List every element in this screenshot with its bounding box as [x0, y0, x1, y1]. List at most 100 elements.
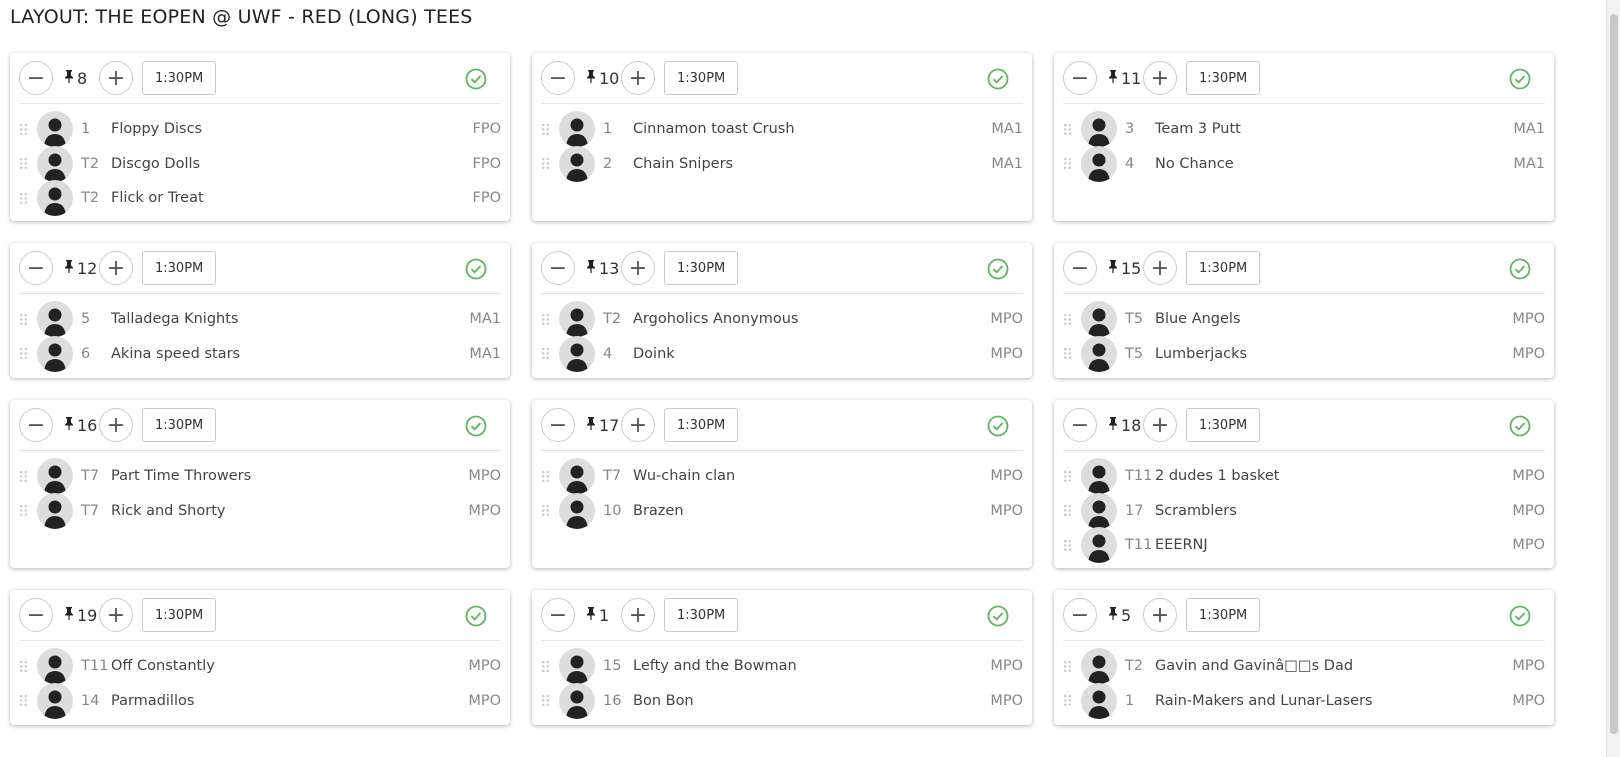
drag-handle-icon[interactable]: [541, 469, 550, 483]
decrement-hole-button[interactable]: −: [1063, 408, 1097, 442]
tee-time-button[interactable]: 1:30PM: [142, 408, 217, 442]
drag-handle-icon[interactable]: [541, 347, 550, 361]
player-row[interactable]: T11 2 dudes 1 basket MPO: [1063, 458, 1545, 495]
player-list: 1 Floppy Discs FPO T2 Discgo Dolls FPO T…: [19, 104, 501, 217]
player-row[interactable]: T7 Wu-chain clan MPO: [541, 458, 1023, 495]
drag-handle-icon[interactable]: [541, 504, 550, 518]
player-row[interactable]: T7 Rick and Shorty MPO: [19, 492, 501, 529]
decrement-hole-button[interactable]: −: [19, 61, 53, 95]
player-row[interactable]: T2 Gavin and Gavinâ□□s Dad MPO: [1063, 648, 1545, 685]
drag-handle-icon[interactable]: [19, 347, 28, 361]
player-row[interactable]: 5 Talladega Knights MA1: [19, 301, 501, 338]
tee-time-button[interactable]: 1:30PM: [142, 61, 217, 95]
player-row[interactable]: 1 Cinnamon toast Crush MA1: [541, 111, 1023, 148]
tee-time-button[interactable]: 1:30PM: [1186, 598, 1261, 632]
increment-hole-button[interactable]: +: [99, 251, 133, 285]
drag-handle-icon[interactable]: [1063, 347, 1072, 361]
player-row[interactable]: 14 Parmadillos MPO: [19, 682, 501, 719]
player-row[interactable]: T7 Part Time Throwers MPO: [19, 458, 501, 495]
tee-time-button[interactable]: 1:30PM: [142, 251, 217, 285]
player-row[interactable]: 6 Akina speed stars MA1: [19, 335, 501, 372]
tee-time-button[interactable]: 1:30PM: [664, 408, 739, 442]
player-row[interactable]: T2 Flick or Treat FPO: [19, 180, 501, 217]
decrement-hole-button[interactable]: −: [1063, 598, 1097, 632]
player-row[interactable]: 10 Brazen MPO: [541, 492, 1023, 529]
pushpin-icon: [586, 607, 596, 623]
drag-handle-icon[interactable]: [19, 157, 28, 171]
tee-time-button[interactable]: 1:30PM: [1186, 408, 1261, 442]
increment-hole-button[interactable]: +: [1143, 61, 1177, 95]
increment-hole-button[interactable]: +: [1143, 251, 1177, 285]
drag-handle-icon[interactable]: [541, 122, 550, 136]
drag-handle-icon[interactable]: [19, 469, 28, 483]
player-row[interactable]: T5 Blue Angels MPO: [1063, 301, 1545, 338]
scrollbar[interactable]: [1606, 0, 1620, 757]
player-row[interactable]: T2 Discgo Dolls FPO: [19, 145, 501, 182]
player-row[interactable]: 4 No Chance MA1: [1063, 145, 1545, 182]
avatar-icon: [559, 458, 595, 495]
player-row[interactable]: 16 Bon Bon MPO: [541, 682, 1023, 719]
decrement-hole-button[interactable]: −: [1063, 61, 1097, 95]
tee-time-button[interactable]: 1:30PM: [664, 598, 739, 632]
decrement-hole-button[interactable]: −: [19, 598, 53, 632]
scrollbar-thumb[interactable]: [1610, 14, 1618, 734]
player-name: Team 3 Putt: [1155, 121, 1241, 138]
decrement-hole-button[interactable]: −: [1063, 251, 1097, 285]
increment-hole-button[interactable]: +: [99, 61, 133, 95]
increment-hole-button[interactable]: +: [99, 598, 133, 632]
drag-handle-icon[interactable]: [1063, 694, 1072, 708]
drag-handle-icon[interactable]: [541, 694, 550, 708]
increment-hole-button[interactable]: +: [621, 251, 655, 285]
drag-handle-icon[interactable]: [541, 312, 550, 326]
player-row[interactable]: 1 Floppy Discs FPO: [19, 111, 501, 148]
check-circle-icon: [987, 605, 1009, 627]
drag-handle-icon[interactable]: [19, 504, 28, 518]
drag-handle-icon[interactable]: [19, 659, 28, 673]
drag-handle-icon[interactable]: [541, 659, 550, 673]
hole-number: 17: [599, 415, 620, 435]
increment-hole-button[interactable]: +: [621, 598, 655, 632]
decrement-hole-button[interactable]: −: [541, 61, 575, 95]
drag-handle-icon[interactable]: [19, 694, 28, 708]
drag-handle-icon[interactable]: [1063, 312, 1072, 326]
tee-time-button[interactable]: 1:30PM: [142, 598, 217, 632]
drag-handle-icon[interactable]: [1063, 504, 1072, 518]
drag-handle-icon[interactable]: [1063, 157, 1072, 171]
drag-handle-icon[interactable]: [19, 312, 28, 326]
increment-hole-button[interactable]: +: [621, 61, 655, 95]
player-row[interactable]: 15 Lefty and the Bowman MPO: [541, 648, 1023, 685]
decrement-hole-button[interactable]: −: [541, 251, 575, 285]
tee-time-button[interactable]: 1:30PM: [1186, 61, 1261, 95]
player-name: Talladega Knights: [111, 311, 239, 328]
player-row[interactable]: T11 Off Constantly MPO: [19, 648, 501, 685]
increment-hole-button[interactable]: +: [1143, 598, 1177, 632]
drag-handle-icon[interactable]: [1063, 122, 1072, 136]
player-row[interactable]: 2 Chain Snipers MA1: [541, 145, 1023, 182]
tee-time-button[interactable]: 1:30PM: [1186, 251, 1261, 285]
tee-time-button[interactable]: 1:30PM: [664, 61, 739, 95]
decrement-hole-button[interactable]: −: [541, 408, 575, 442]
drag-handle-icon[interactable]: [1063, 469, 1072, 483]
player-row[interactable]: T11 EEERNJ MPO: [1063, 527, 1545, 564]
avatar-icon: [1081, 527, 1117, 564]
drag-handle-icon[interactable]: [1063, 538, 1072, 552]
increment-hole-button[interactable]: +: [99, 408, 133, 442]
drag-handle-icon[interactable]: [541, 157, 550, 171]
drag-handle-icon[interactable]: [1063, 659, 1072, 673]
player-division: MPO: [990, 692, 1023, 709]
tee-time-button[interactable]: 1:30PM: [664, 251, 739, 285]
increment-hole-button[interactable]: +: [1143, 408, 1177, 442]
player-row[interactable]: 4 Doink MPO: [541, 335, 1023, 372]
player-row[interactable]: 1 Rain-Makers and Lunar-Lasers MPO: [1063, 682, 1545, 719]
decrement-hole-button[interactable]: −: [19, 408, 53, 442]
increment-hole-button[interactable]: +: [621, 408, 655, 442]
decrement-hole-button[interactable]: −: [541, 598, 575, 632]
drag-handle-icon[interactable]: [19, 122, 28, 136]
player-row[interactable]: 17 Scramblers MPO: [1063, 492, 1545, 529]
decrement-hole-button[interactable]: −: [19, 251, 53, 285]
check-circle-icon: [465, 605, 487, 627]
player-row[interactable]: 3 Team 3 Putt MA1: [1063, 111, 1545, 148]
drag-handle-icon[interactable]: [19, 191, 28, 205]
player-row[interactable]: T2 Argoholics Anonymous MPO: [541, 301, 1023, 338]
player-row[interactable]: T5 Lumberjacks MPO: [1063, 335, 1545, 372]
